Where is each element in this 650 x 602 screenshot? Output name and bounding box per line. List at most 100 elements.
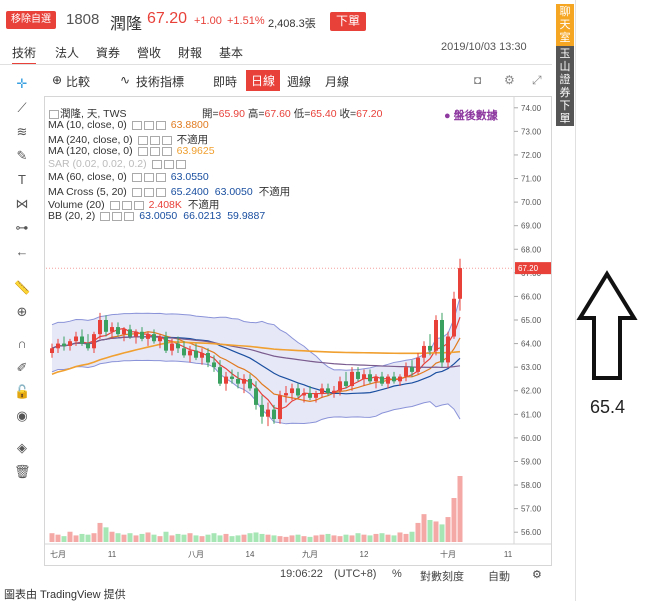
tab-margin[interactable]: 資券 <box>96 46 121 60</box>
legend-settings-icon[interactable] <box>112 211 123 221</box>
legend-eye-icon[interactable] <box>131 172 142 182</box>
daily-button[interactable]: 日線 <box>246 70 281 91</box>
y-tick-label: 61.00 <box>521 410 542 419</box>
volume-bar <box>193 535 199 542</box>
legend-eye-icon[interactable] <box>151 159 162 169</box>
legend-settings-icon[interactable] <box>149 146 160 156</box>
candle-body <box>284 393 288 396</box>
candle-body <box>104 320 108 332</box>
legend-close-icon[interactable] <box>124 211 135 221</box>
volume-bar <box>259 533 265 542</box>
volume-bar <box>343 534 349 542</box>
trendline-icon[interactable]: ⟋ <box>17 100 27 115</box>
auto-scale-toggle[interactable]: 自動 <box>488 571 510 583</box>
legend-eye-icon[interactable] <box>137 135 148 145</box>
tab-institutional[interactable]: 法人 <box>55 46 80 60</box>
candle-body <box>398 376 402 382</box>
legend-settings-icon[interactable] <box>149 135 160 145</box>
eye-icon[interactable]: ◉ <box>16 408 28 423</box>
legend-eye-icon[interactable] <box>131 120 142 130</box>
chart-area[interactable]: 74.0073.0072.0071.0070.0069.0068.0067.00… <box>44 96 552 566</box>
indicators-button[interactable]: 技術指標 <box>136 75 185 89</box>
legend-settings-icon[interactable] <box>163 159 174 169</box>
legend-label: MA (10, close, 0) <box>48 119 127 131</box>
magnet-icon[interactable]: ∩ <box>17 336 27 351</box>
crosshair-icon[interactable]: ✛ <box>16 76 28 91</box>
broker-order-button[interactable]: 玉山證券下單 <box>556 46 574 126</box>
tab-basic[interactable]: 基本 <box>219 46 244 60</box>
layers-icon[interactable]: ◈ <box>17 440 27 455</box>
arrow-left-icon[interactable]: ← <box>15 244 29 259</box>
candle-body <box>68 341 72 346</box>
measure-icon[interactable]: ⊶ <box>15 220 29 235</box>
unlock-icon[interactable]: 🔓 <box>14 384 31 399</box>
timezone[interactable]: (UTC+8) <box>334 568 377 580</box>
text-icon[interactable]: T <box>18 172 26 187</box>
legend-settings-icon[interactable] <box>143 172 154 182</box>
tab-bar: 技術 法人 資券 營收 財報 基本 <box>0 40 560 65</box>
realtime-button[interactable]: 即時 <box>213 75 238 89</box>
legend-close-icon[interactable] <box>155 172 166 182</box>
legend-value: 63.0050 <box>139 210 178 222</box>
volume-bar <box>61 536 67 542</box>
brush-icon[interactable]: ✎ <box>16 148 28 163</box>
tab-technical[interactable]: 技術 <box>12 44 37 65</box>
indicators-icon[interactable]: ∿ <box>120 73 131 87</box>
legend-close-icon[interactable] <box>161 146 172 156</box>
monthly-button[interactable]: 月線 <box>325 75 350 89</box>
divider <box>0 64 552 65</box>
legend-eye-icon[interactable] <box>131 187 142 197</box>
legend-eye-icon[interactable] <box>109 200 120 210</box>
gear-icon[interactable]: ⚙ <box>504 73 515 87</box>
candle-body <box>128 329 132 337</box>
legend-eye-icon[interactable] <box>137 146 148 156</box>
compare-button[interactable]: 比較 <box>66 75 91 89</box>
order-button[interactable]: 下單 <box>330 12 366 31</box>
settings-icon[interactable]: ⚙ <box>532 569 542 581</box>
candle-body <box>224 376 228 384</box>
legend-close-icon[interactable] <box>133 200 144 210</box>
legend-settings-icon[interactable] <box>143 120 154 130</box>
remove-watchlist-button[interactable]: 移除自選 <box>6 11 56 29</box>
legend-box[interactable] <box>49 109 59 119</box>
stock-price: 67.20 <box>147 10 188 27</box>
camera-icon[interactable]: ◘ <box>474 73 482 87</box>
zoom-in-icon[interactable]: ⊕ <box>16 304 28 319</box>
chat-room-button[interactable]: 聊天室 <box>556 4 574 46</box>
percent-toggle[interactable]: % <box>392 568 402 580</box>
candle-body <box>158 336 162 342</box>
volume-bar <box>199 536 205 542</box>
candle-body <box>338 381 342 391</box>
candle-body <box>296 388 300 396</box>
weekly-button[interactable]: 週線 <box>287 75 312 89</box>
trash-icon[interactable]: 🗑 <box>14 464 31 479</box>
clock-time: 19:06:22 <box>280 568 323 580</box>
volume-bar <box>367 535 373 542</box>
legend-settings-icon[interactable] <box>143 187 154 197</box>
parallel-lines-icon[interactable]: ≋ <box>16 124 28 139</box>
fullscreen-icon[interactable]: ⤢ <box>532 73 542 87</box>
legend-close-icon[interactable] <box>175 159 186 169</box>
pattern-icon[interactable]: ⋈ <box>15 196 29 211</box>
candle-body <box>176 343 180 349</box>
legend-close-icon[interactable] <box>155 120 166 130</box>
ruler-icon[interactable]: 📏 <box>14 280 31 295</box>
legend-settings-icon[interactable] <box>121 200 132 210</box>
volume-bar <box>127 533 133 542</box>
tab-revenue[interactable]: 營收 <box>137 46 162 60</box>
legend-eye-icon[interactable] <box>100 211 111 221</box>
compare-icon[interactable]: ⊕ <box>52 73 63 87</box>
lock-drawing-icon[interactable]: ✐ <box>16 360 28 375</box>
log-scale-toggle[interactable]: 對數刻度 <box>420 571 464 583</box>
tab-financials[interactable]: 財報 <box>178 46 203 60</box>
legend-close-icon[interactable] <box>161 135 172 145</box>
volume-bar <box>457 476 463 542</box>
candle-body <box>206 353 210 363</box>
y-tick-label: 65.00 <box>521 316 542 325</box>
legend-close-icon[interactable] <box>155 187 166 197</box>
candle-body <box>428 345 432 351</box>
y-tick-label: 56.00 <box>521 528 542 537</box>
candle-body <box>422 345 426 358</box>
volume-bar <box>109 531 115 542</box>
volume-bar <box>265 534 271 542</box>
